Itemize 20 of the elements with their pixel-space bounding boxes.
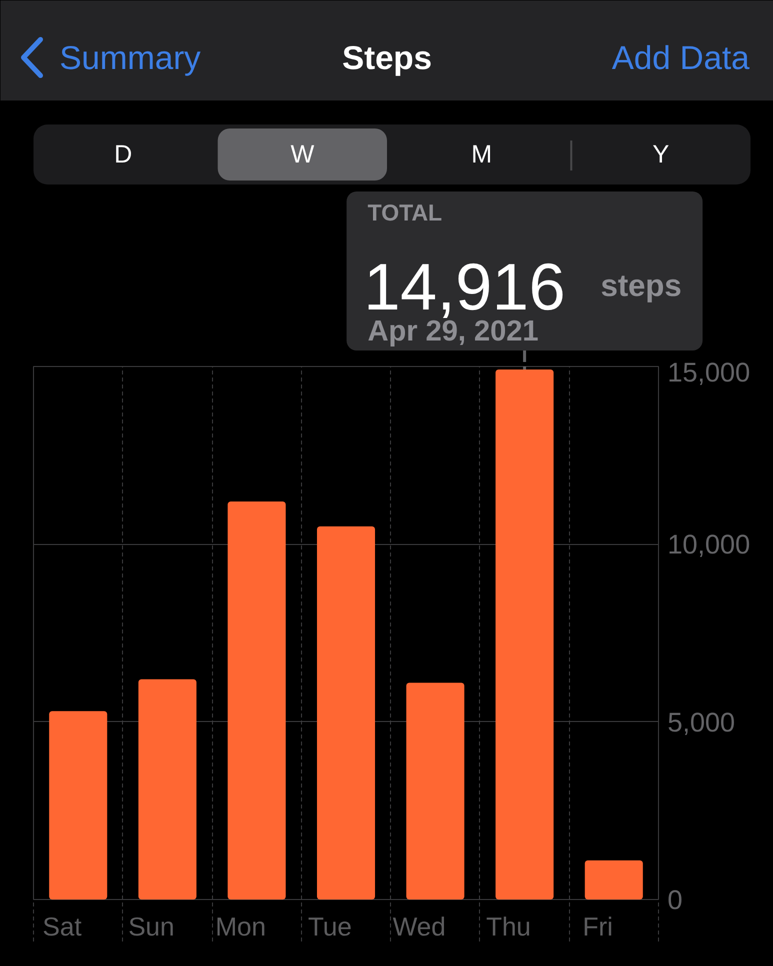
text: TOTAL: [368, 200, 442, 226]
x-tick-label: Sun: [128, 912, 174, 942]
y-tick-label: 5,000: [668, 707, 736, 738]
x-tick-label: Sat: [42, 912, 82, 942]
y-tick-label: 10,000: [668, 530, 750, 560]
x-tick-label: Thu: [486, 912, 531, 942]
text: Add Data: [612, 39, 750, 76]
text: Y: [652, 140, 670, 168]
y-tick-label: 0: [668, 885, 683, 915]
text: W: [290, 140, 315, 168]
text: M: [471, 140, 492, 168]
x-tick-label: Mon: [215, 912, 266, 942]
x-tick-label: Wed: [392, 912, 446, 942]
x-tick-label: Tue: [308, 912, 352, 942]
text: steps: [600, 268, 682, 303]
x-tick-label: Fri: [582, 912, 613, 942]
text: Summary: [60, 39, 202, 76]
text: D: [114, 140, 132, 168]
chart-title: Steps: [342, 39, 432, 76]
y-tick-label: 15,000: [668, 358, 750, 388]
